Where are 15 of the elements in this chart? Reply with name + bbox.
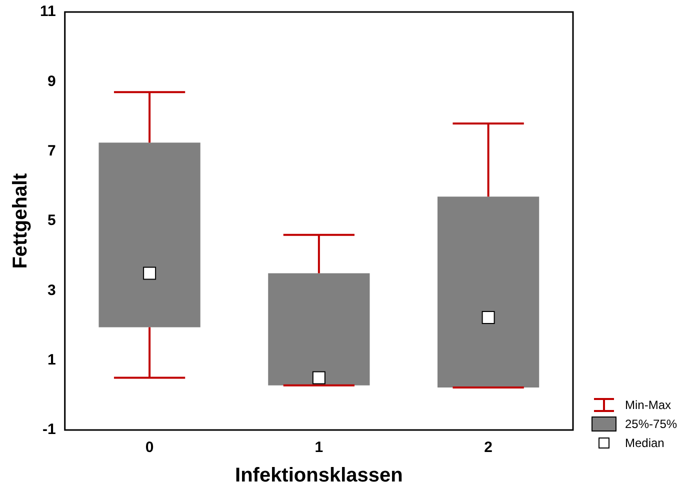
- x-tick-label: 2: [484, 439, 492, 456]
- x-tick-label: 0: [145, 439, 154, 456]
- y-tick-label: -1: [42, 421, 56, 438]
- y-tick-label: 5: [48, 212, 56, 230]
- x-axis-title: Infektionsklassen: [235, 464, 403, 487]
- x-tick-label: 1: [314, 439, 324, 456]
- y-tick-label: 11: [40, 3, 56, 20]
- y-axis-title: Fettgehalt: [10, 172, 32, 269]
- y-tick-label: 7: [48, 142, 56, 160]
- text: Min-Max: [625, 398, 672, 412]
- y-tick-label: 3: [48, 282, 56, 299]
- text: 25%-75%: [625, 416, 678, 430]
- y-tick-label: 1: [48, 351, 56, 368]
- text: Median: [625, 436, 664, 450]
- y-tick-label: 9: [48, 72, 56, 90]
